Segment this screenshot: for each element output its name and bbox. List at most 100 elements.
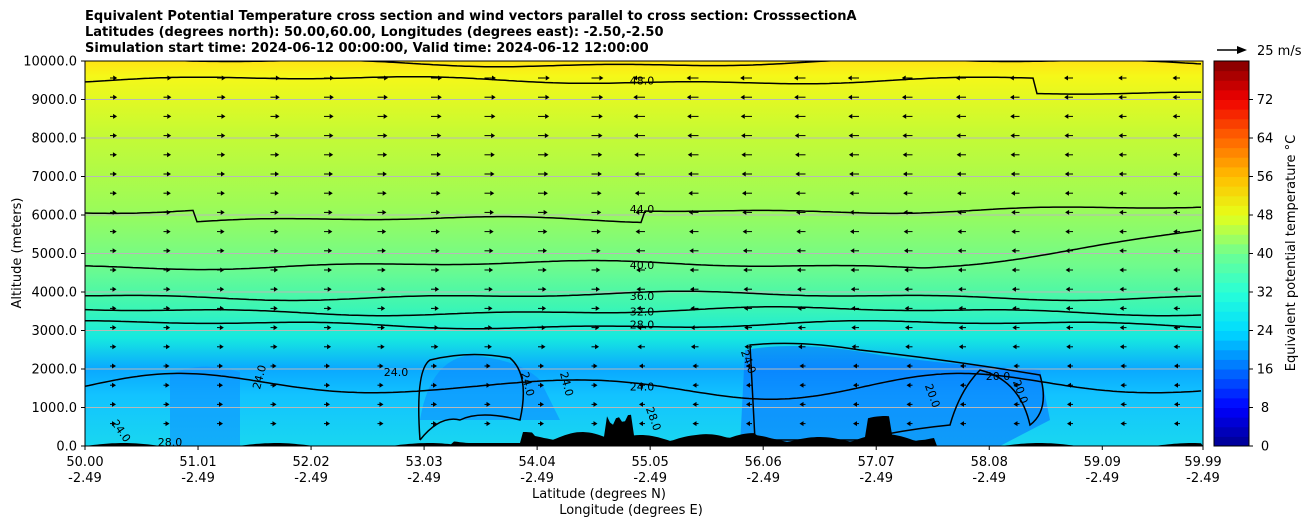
- wind-vector-head: [1064, 75, 1069, 81]
- wind-vector-head: [636, 305, 641, 311]
- wind-vector-head: [379, 363, 384, 369]
- wind-vector-head: [1118, 171, 1123, 177]
- wind-vector-head: [958, 286, 963, 292]
- wind-vector-head: [903, 190, 908, 196]
- colorbar-segment: [1214, 292, 1249, 303]
- contour-label: 24.0: [518, 371, 537, 398]
- wind-vector-head: [596, 229, 601, 235]
- wind-vector-head: [1067, 421, 1071, 427]
- y-tick-label: 3000.0: [32, 324, 78, 339]
- low-theta-region-left: [170, 366, 240, 446]
- wind-vector-head: [490, 171, 495, 177]
- wind-vector-head: [326, 382, 330, 388]
- wind-vector-head: [849, 229, 854, 235]
- x-tick-label-lon: -2.49: [972, 471, 1006, 486]
- wind-vector-head: [165, 421, 170, 427]
- x-tick-label-lon: -2.49: [633, 471, 667, 486]
- x-tick-label-lat: 51.01: [179, 455, 216, 470]
- wind-vector-head: [1067, 363, 1071, 369]
- wind-vector-head: [637, 344, 642, 350]
- contour-label: 28.0: [158, 436, 183, 449]
- wind-vector-head: [902, 113, 907, 119]
- colorbar-segment: [1214, 89, 1249, 100]
- wind-vector-head: [273, 325, 278, 331]
- wind-vector-head: [167, 113, 172, 119]
- colorbar-segment: [1214, 330, 1249, 341]
- wind-vector-head: [1064, 113, 1069, 119]
- x-axis: 50.00-2.4951.01-2.4952.02-2.4953.03-2.49…: [66, 446, 1222, 486]
- wind-vector-head: [850, 267, 855, 273]
- wind-vector-head: [743, 267, 748, 273]
- wind-vector-head: [1011, 286, 1016, 292]
- wind-vector-head: [437, 94, 442, 100]
- low-theta-region-mid: [420, 355, 560, 420]
- wind-vector-head: [167, 94, 172, 100]
- wind-vector-head: [687, 113, 692, 119]
- wind-vector-head: [692, 363, 697, 369]
- wind-vector-head: [435, 286, 440, 292]
- wind-vector-head: [740, 113, 745, 119]
- wind-vector-head: [435, 248, 440, 254]
- wind-vector-head: [383, 133, 388, 139]
- x-axis-label-secondary: Longitude (degrees E): [559, 503, 703, 518]
- wind-vector-head: [326, 401, 330, 407]
- colorbar-segment: [1214, 263, 1249, 274]
- wind-vector-head: [220, 190, 225, 196]
- wind-vector-head: [595, 305, 600, 311]
- wind-vector-head: [902, 152, 907, 158]
- wind-vector-head: [489, 209, 494, 215]
- colorbar-segment: [1214, 224, 1249, 235]
- wind-vector-head: [848, 152, 853, 158]
- colorbar-segment: [1214, 70, 1249, 81]
- colorbar-segment: [1214, 186, 1249, 197]
- wind-vector-head: [166, 248, 171, 254]
- wind-vector-head: [689, 248, 694, 254]
- wind-vector-head: [686, 75, 691, 81]
- wind-vector-head: [1173, 305, 1178, 311]
- grid-lines: [85, 99, 1203, 408]
- wind-vector-head: [848, 133, 853, 139]
- wind-vector-head: [327, 325, 332, 331]
- chart-title-line-1: Equivalent Potential Temperature cross s…: [85, 9, 857, 24]
- wind-vector-head: [488, 305, 493, 311]
- colorbar-segment: [1214, 426, 1249, 437]
- wind-vector-head: [744, 344, 749, 350]
- colorbar-segment: [1214, 234, 1249, 245]
- wind-vector-head: [596, 248, 601, 254]
- wind-vector-head: [382, 209, 387, 215]
- wind-vector-head: [690, 344, 695, 350]
- colorbar-segment: [1214, 109, 1249, 120]
- colorbar-segment: [1214, 118, 1249, 129]
- wind-vector-head: [326, 363, 330, 369]
- wind-vector-head: [491, 133, 496, 139]
- closed-contour: [418, 353, 525, 441]
- wind-reference-arrowhead: [1237, 46, 1247, 54]
- colorbar-segment: [1214, 397, 1249, 408]
- wind-vector-head: [599, 94, 604, 100]
- wind-vector-head: [383, 152, 388, 158]
- colorbar-segment: [1214, 147, 1249, 158]
- wind-vector-head: [219, 382, 223, 388]
- wind-vector-head: [1119, 267, 1124, 273]
- wind-vector-head: [540, 382, 544, 388]
- wind-vector-head: [113, 133, 118, 139]
- wind-vector-head: [740, 94, 745, 100]
- wind-vector-head: [219, 325, 224, 331]
- wind-vector-head: [328, 190, 333, 196]
- colorbar-segment: [1214, 253, 1249, 264]
- wind-vector-head: [1174, 401, 1178, 407]
- wind-vector-head: [274, 267, 279, 273]
- wind-vector-head: [541, 344, 546, 350]
- y-tick-label: 1000.0: [32, 401, 78, 416]
- wind-vector-head: [543, 190, 548, 196]
- colorbar-segment: [1214, 311, 1249, 322]
- wind-vector-head: [327, 267, 332, 273]
- wind-vector-head: [219, 344, 224, 350]
- wind-vector-head: [273, 305, 278, 311]
- wind-vector-head: [956, 113, 961, 119]
- colorbar-segment: [1214, 369, 1249, 380]
- wind-vector-head: [1065, 286, 1070, 292]
- wind-vector-head: [1064, 152, 1069, 158]
- wind-vector-head: [1065, 209, 1070, 215]
